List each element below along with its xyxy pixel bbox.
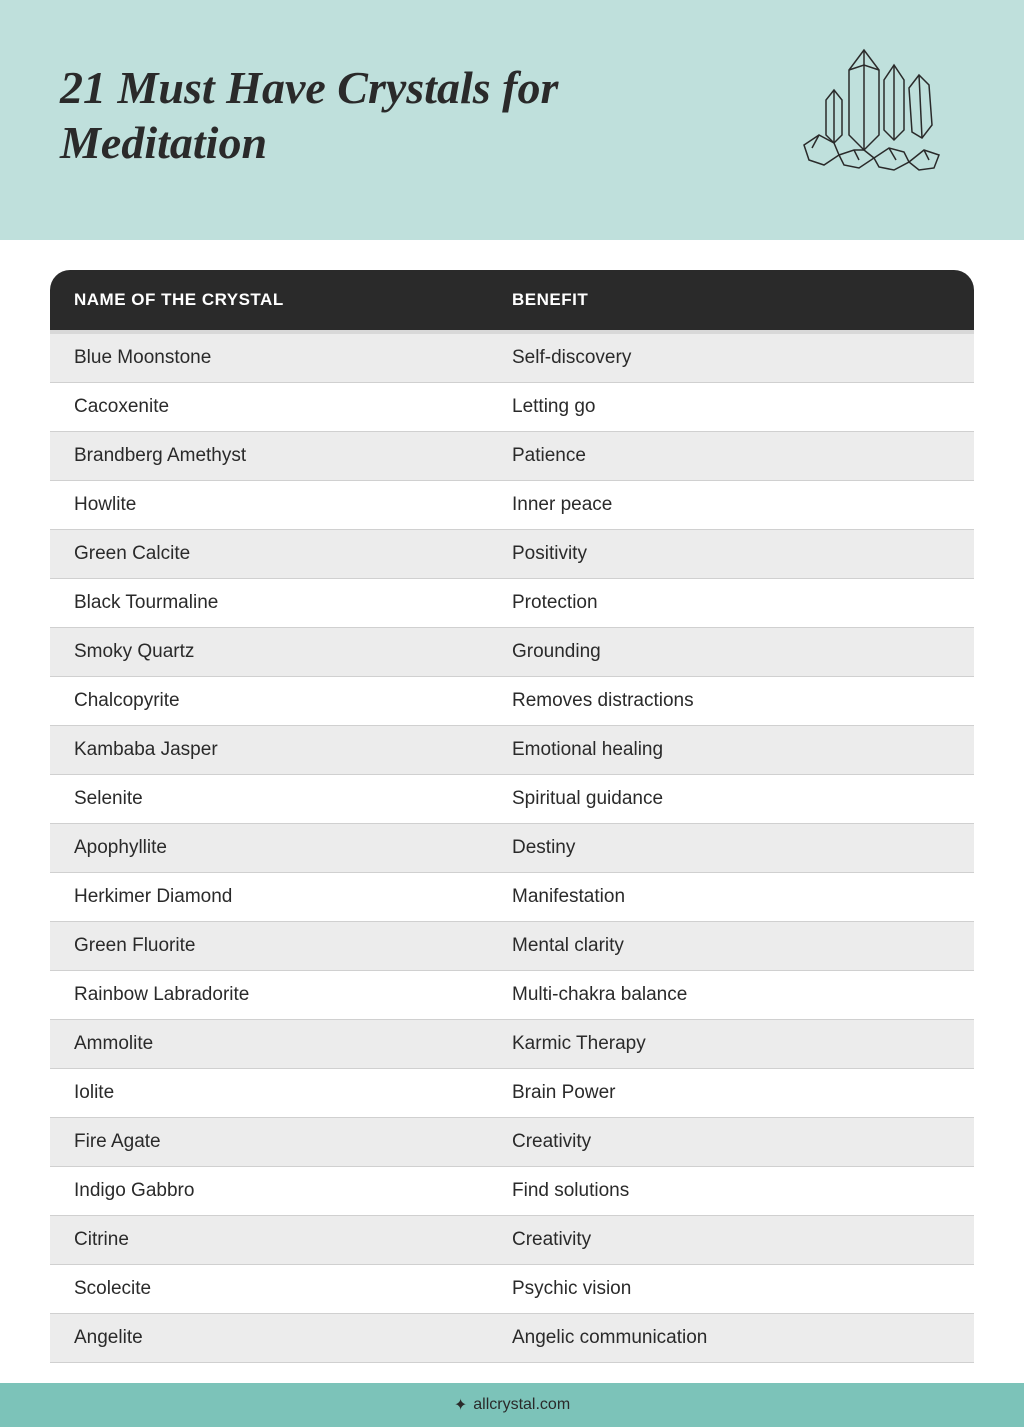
crystal-name-cell: Kambaba Jasper: [74, 739, 512, 761]
crystal-benefit-cell: Removes distractions: [512, 690, 950, 712]
crystal-name-cell: Herkimer Diamond: [74, 886, 512, 908]
table-body: Blue MoonstoneSelf-discoveryCacoxeniteLe…: [50, 334, 974, 1363]
table-row: ApophylliteDestiny: [50, 824, 974, 873]
table-row: Black TourmalineProtection: [50, 579, 974, 628]
crystal-benefit-cell: Find solutions: [512, 1180, 950, 1202]
table-row: AmmoliteKarmic Therapy: [50, 1020, 974, 1069]
table-row: IoliteBrain Power: [50, 1069, 974, 1118]
page-title: 21 Must Have Crystals for Meditation: [60, 60, 710, 170]
crystal-name-cell: Fire Agate: [74, 1131, 512, 1153]
table-row: Indigo GabbroFind solutions: [50, 1167, 974, 1216]
crystal-benefit-cell: Letting go: [512, 396, 950, 418]
table-row: Green FluoriteMental clarity: [50, 922, 974, 971]
crystal-benefit-cell: Mental clarity: [512, 935, 950, 957]
table-row: Fire AgateCreativity: [50, 1118, 974, 1167]
crystal-benefit-cell: Creativity: [512, 1229, 950, 1251]
table-row: ScolecitePsychic vision: [50, 1265, 974, 1314]
table-section: NAME OF THE CRYSTAL BENEFIT Blue Moonsto…: [0, 240, 1024, 1383]
crystal-benefit-cell: Brain Power: [512, 1082, 950, 1104]
crystal-name-cell: Angelite: [74, 1327, 512, 1349]
sparkle-icon: ✦: [454, 1395, 467, 1415]
crystal-benefit-cell: Grounding: [512, 641, 950, 663]
table-row: CacoxeniteLetting go: [50, 383, 974, 432]
table-row: Green CalcitePositivity: [50, 530, 974, 579]
crystal-benefit-cell: Creativity: [512, 1131, 950, 1153]
table-row: Kambaba JasperEmotional healing: [50, 726, 974, 775]
crystal-benefit-cell: Multi-chakra balance: [512, 984, 950, 1006]
crystal-name-cell: Iolite: [74, 1082, 512, 1104]
table-header-row: NAME OF THE CRYSTAL BENEFIT: [50, 270, 974, 330]
table-row: Brandberg AmethystPatience: [50, 432, 974, 481]
crystal-name-cell: Howlite: [74, 494, 512, 516]
crystal-benefit-cell: Emotional healing: [512, 739, 950, 761]
table-row: AngeliteAngelic communication: [50, 1314, 974, 1363]
table-row: ChalcopyriteRemoves distractions: [50, 677, 974, 726]
table-row: SeleniteSpiritual guidance: [50, 775, 974, 824]
crystal-name-cell: Citrine: [74, 1229, 512, 1251]
crystal-benefit-cell: Protection: [512, 592, 950, 614]
table-row: HowliteInner peace: [50, 481, 974, 530]
table-row: Rainbow LabradoriteMulti-chakra balance: [50, 971, 974, 1020]
table-row: CitrineCreativity: [50, 1216, 974, 1265]
crystal-name-cell: Black Tourmaline: [74, 592, 512, 614]
footer-text: allcrystal.com: [473, 1396, 570, 1414]
crystal-benefit-cell: Self-discovery: [512, 347, 950, 369]
crystal-benefit-cell: Manifestation: [512, 886, 950, 908]
crystal-benefit-cell: Spiritual guidance: [512, 788, 950, 810]
crystal-name-cell: Brandberg Amethyst: [74, 445, 512, 467]
crystal-name-cell: Chalcopyrite: [74, 690, 512, 712]
crystal-name-cell: Cacoxenite: [74, 396, 512, 418]
crystal-benefit-cell: Positivity: [512, 543, 950, 565]
crystal-name-cell: Rainbow Labradorite: [74, 984, 512, 1006]
crystal-icon: [764, 40, 964, 190]
header-banner: 21 Must Have Crystals for Meditation: [0, 0, 1024, 240]
crystal-benefit-cell: Patience: [512, 445, 950, 467]
column-header-name: NAME OF THE CRYSTAL: [74, 290, 512, 310]
crystal-benefit-cell: Inner peace: [512, 494, 950, 516]
crystal-benefit-cell: Karmic Therapy: [512, 1033, 950, 1055]
table-row: Smoky QuartzGrounding: [50, 628, 974, 677]
table-row: Herkimer DiamondManifestation: [50, 873, 974, 922]
crystal-name-cell: Apophyllite: [74, 837, 512, 859]
crystals-table: NAME OF THE CRYSTAL BENEFIT Blue Moonsto…: [50, 270, 974, 1363]
crystal-name-cell: Green Fluorite: [74, 935, 512, 957]
crystal-name-cell: Indigo Gabbro: [74, 1180, 512, 1202]
column-header-benefit: BENEFIT: [512, 290, 950, 310]
crystal-benefit-cell: Angelic communication: [512, 1327, 950, 1349]
crystal-benefit-cell: Psychic vision: [512, 1278, 950, 1300]
crystal-name-cell: Scolecite: [74, 1278, 512, 1300]
crystal-name-cell: Blue Moonstone: [74, 347, 512, 369]
crystal-name-cell: Smoky Quartz: [74, 641, 512, 663]
crystal-name-cell: Selenite: [74, 788, 512, 810]
crystal-benefit-cell: Destiny: [512, 837, 950, 859]
crystal-name-cell: Ammolite: [74, 1033, 512, 1055]
crystal-name-cell: Green Calcite: [74, 543, 512, 565]
footer: ✦ allcrystal.com: [0, 1383, 1024, 1427]
table-row: Blue MoonstoneSelf-discovery: [50, 334, 974, 383]
